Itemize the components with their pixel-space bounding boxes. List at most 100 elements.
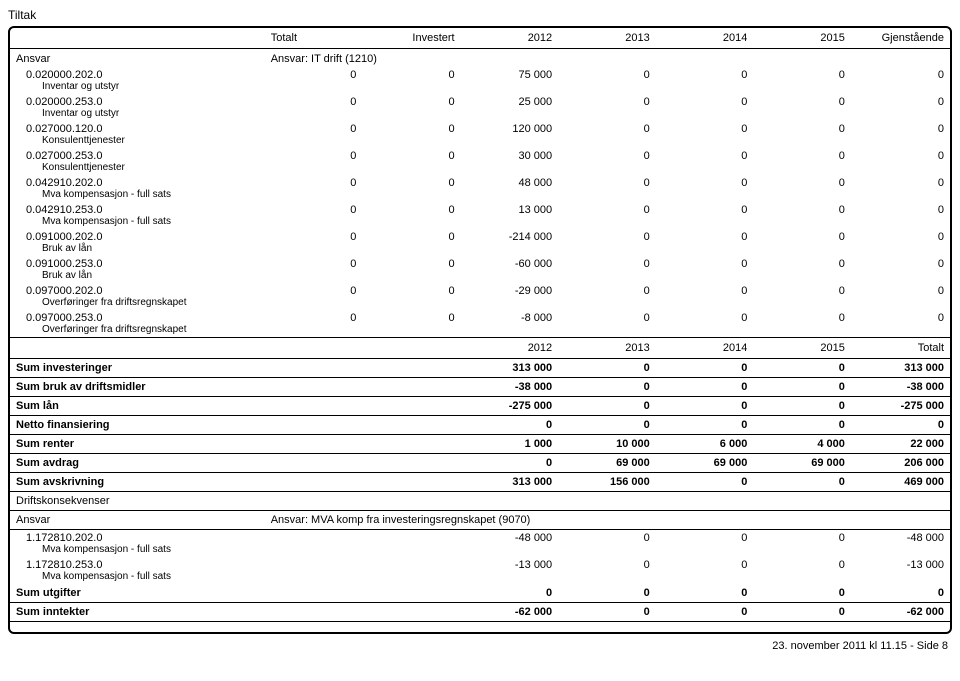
value-cell: 0 bbox=[656, 530, 754, 558]
value-cell: 0 bbox=[558, 175, 656, 202]
value-cell: 0 bbox=[558, 148, 656, 175]
sum-value: -62 000 bbox=[461, 603, 559, 622]
sum-label: Sum lån bbox=[10, 397, 461, 416]
sum-label: Sum utgifter bbox=[10, 584, 461, 603]
sum-value: 0 bbox=[753, 378, 851, 397]
value-cell: 0 bbox=[851, 148, 950, 175]
sum-label: Netto finansiering bbox=[10, 416, 461, 435]
col-header: 2013 bbox=[558, 28, 656, 49]
ansvar-value: Ansvar: IT drift (1210) bbox=[265, 49, 950, 68]
sum-value: 313 000 bbox=[851, 359, 950, 378]
sum-value: 6 000 bbox=[656, 435, 754, 454]
value-cell: 0 bbox=[753, 256, 851, 283]
value-cell: 0 bbox=[558, 310, 656, 338]
value-cell: 0 bbox=[558, 94, 656, 121]
code-desc: Mva kompensasjon - full sats bbox=[26, 216, 259, 227]
mid-header: Totalt bbox=[851, 338, 950, 359]
sum-value: 313 000 bbox=[461, 359, 559, 378]
code-desc: Konsulenttjenester bbox=[26, 135, 259, 146]
code-desc: Mva kompensasjon - full sats bbox=[26, 189, 259, 200]
sum-value: -38 000 bbox=[851, 378, 950, 397]
col-header: Totalt bbox=[265, 28, 363, 49]
value-cell: 0 bbox=[656, 229, 754, 256]
sum-value: 69 000 bbox=[656, 454, 754, 473]
value-cell: 0 bbox=[362, 94, 460, 121]
sum-value: 0 bbox=[656, 603, 754, 622]
value-cell: 0 bbox=[362, 175, 460, 202]
code-cell: 0.020000.202.0Inventar og utstyr bbox=[10, 67, 265, 94]
code-cell: 0.097000.253.0Overføringer fra driftsreg… bbox=[10, 310, 265, 338]
value-cell: -29 000 bbox=[461, 283, 559, 310]
value-cell: 0 bbox=[656, 310, 754, 338]
sum-value: 313 000 bbox=[461, 473, 559, 492]
value-cell: 48 000 bbox=[461, 175, 559, 202]
code-desc: Overføringer fra driftsregnskapet bbox=[26, 297, 259, 308]
sum-value: 0 bbox=[851, 416, 950, 435]
value-cell: 0 bbox=[656, 202, 754, 229]
col-header: Gjenstående bbox=[851, 28, 950, 49]
value-cell: 0 bbox=[851, 283, 950, 310]
code-desc: Bruk av lån bbox=[26, 270, 259, 281]
value-cell: 75 000 bbox=[461, 67, 559, 94]
code-cell: 0.091000.202.0Bruk av lån bbox=[10, 229, 265, 256]
value-cell: 0 bbox=[362, 256, 460, 283]
sum-value: 0 bbox=[656, 378, 754, 397]
value-cell: 0 bbox=[362, 121, 460, 148]
value-cell: 0 bbox=[656, 121, 754, 148]
code-cell: 0.097000.202.0Overføringer fra driftsreg… bbox=[10, 283, 265, 310]
value-cell: -214 000 bbox=[461, 229, 559, 256]
code-cell: 0.091000.253.0Bruk av lån bbox=[10, 256, 265, 283]
value-cell: 0 bbox=[753, 175, 851, 202]
code-desc: Overføringer fra driftsregnskapet bbox=[26, 324, 259, 335]
sum-value: 0 bbox=[558, 584, 656, 603]
sum-value: 0 bbox=[753, 397, 851, 416]
value-cell: 0 bbox=[362, 202, 460, 229]
sum-value: 0 bbox=[753, 584, 851, 603]
sum-value: 0 bbox=[558, 416, 656, 435]
col-header: Investert bbox=[362, 28, 460, 49]
col-header: 2012 bbox=[461, 28, 559, 49]
value-cell: 0 bbox=[851, 67, 950, 94]
sum-value: 0 bbox=[461, 584, 559, 603]
value-cell: 120 000 bbox=[461, 121, 559, 148]
code-desc: Inventar og utstyr bbox=[26, 108, 259, 119]
value-cell: 0 bbox=[656, 67, 754, 94]
page-footer: 23. november 2011 kl 11.15 - Side 8 bbox=[8, 634, 952, 652]
value-cell: 0 bbox=[753, 121, 851, 148]
value-cell: 0 bbox=[558, 67, 656, 94]
value-cell: -13 000 bbox=[851, 557, 950, 584]
value-cell: 0 bbox=[265, 283, 363, 310]
value-cell: -48 000 bbox=[851, 530, 950, 558]
value-cell: 0 bbox=[362, 67, 460, 94]
sum-value: -275 000 bbox=[851, 397, 950, 416]
sum-value: 1 000 bbox=[461, 435, 559, 454]
value-cell: 0 bbox=[265, 310, 363, 338]
value-cell: 0 bbox=[558, 530, 656, 558]
code-cell: 0.020000.253.0Inventar og utstyr bbox=[10, 94, 265, 121]
value-cell: 0 bbox=[851, 256, 950, 283]
code-desc: Mva kompensasjon - full sats bbox=[26, 571, 455, 582]
value-cell: 0 bbox=[362, 283, 460, 310]
code-cell: 0.042910.253.0Mva kompensasjon - full sa… bbox=[10, 202, 265, 229]
sum-value: 69 000 bbox=[753, 454, 851, 473]
mid-header: 2014 bbox=[656, 338, 754, 359]
sum-value: 0 bbox=[851, 584, 950, 603]
value-cell: 0 bbox=[753, 94, 851, 121]
value-cell: 0 bbox=[656, 175, 754, 202]
page-title: Tiltak bbox=[8, 8, 952, 22]
ansvar-value: Ansvar: MVA komp fra investeringsregnska… bbox=[265, 511, 950, 530]
sum-value: 4 000 bbox=[753, 435, 851, 454]
code-cell: 0.027000.253.0Konsulenttjenester bbox=[10, 148, 265, 175]
value-cell: 30 000 bbox=[461, 148, 559, 175]
value-cell: 0 bbox=[656, 283, 754, 310]
code-desc: Bruk av lån bbox=[26, 243, 259, 254]
code-desc: Inventar og utstyr bbox=[26, 81, 259, 92]
sum-value: 22 000 bbox=[851, 435, 950, 454]
value-cell: 0 bbox=[265, 256, 363, 283]
sum-value: 69 000 bbox=[558, 454, 656, 473]
sum-value: -38 000 bbox=[461, 378, 559, 397]
value-cell: 0 bbox=[656, 148, 754, 175]
value-cell: 25 000 bbox=[461, 94, 559, 121]
ansvar-label: Ansvar bbox=[10, 511, 265, 530]
value-cell: 0 bbox=[362, 310, 460, 338]
